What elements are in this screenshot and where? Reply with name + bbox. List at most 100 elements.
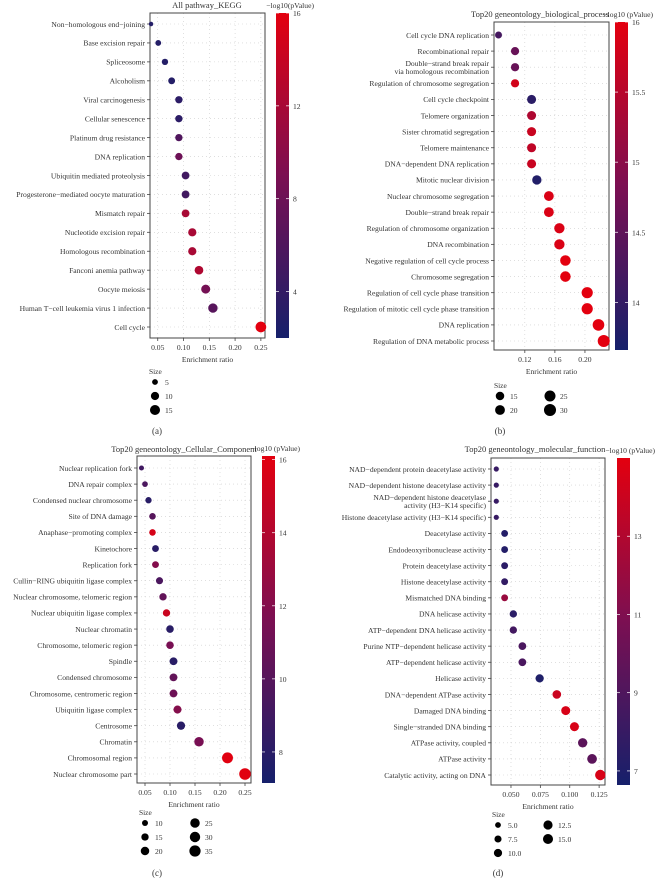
y-tick-label-line: NAD−dependent histone deacetylase activi… (349, 481, 487, 490)
y-tick-label-line: Spindle (109, 657, 133, 666)
data-point (162, 609, 171, 617)
y-tick-label-line: Nuclear chromosome, telomeric region (13, 593, 132, 602)
data-point (201, 284, 211, 294)
data-point (527, 127, 537, 137)
data-point (208, 303, 218, 313)
data-point (592, 319, 605, 331)
data-point (560, 271, 571, 282)
y-tick-label: NAD−dependent protein deacetylase activi… (349, 465, 486, 474)
y-tick-label-line: Mismatch repair (95, 209, 145, 218)
y-tick-label: Base excision repair (83, 39, 145, 48)
size-legend-dot (189, 845, 201, 857)
y-tick-label-line: Chromosome, centromeric region (30, 689, 132, 698)
data-point (138, 465, 145, 471)
data-point (518, 658, 527, 667)
size-legend-label: 35 (205, 847, 213, 856)
y-tick-label: Mitotic nuclear division (416, 176, 489, 185)
data-point (145, 497, 152, 504)
y-tick-label: Sister chromatid segregation (402, 127, 489, 136)
data-point (581, 303, 593, 315)
x-tick-label: 0.05 (151, 343, 164, 352)
size-legend-dot (542, 833, 554, 845)
y-tick-label-line: Nuclear chromatin (75, 625, 132, 634)
y-tick-label: Human T−cell leukemia virus 1 infection (20, 304, 146, 313)
plot-frame (490, 457, 606, 786)
y-tick-label-line: Catalytic activity, acting on DNA (384, 771, 486, 780)
y-tick-label-line: Progesterone−mediated oocyte maturation (16, 190, 145, 199)
y-tick-label: Regulation of DNA metabolic process (373, 337, 489, 346)
data-point (527, 143, 537, 153)
colorbar-title: −log10 (pValue) (605, 446, 655, 455)
y-tick-label-line: Double−strand break repair (405, 208, 489, 217)
colorbar-tick-label: 15.5 (632, 88, 645, 97)
data-point (181, 190, 190, 199)
y-tick-label: Recombinational repair (418, 47, 490, 56)
x-axis-label: Enrichment ratio (182, 355, 233, 364)
y-tick-label: Fanconi anemia pathway (69, 266, 145, 275)
data-point (188, 228, 197, 237)
y-tick-label-line: Nuclear chromosome part (53, 770, 133, 779)
y-tick-label-line: ATP−dependent helicase activity (386, 658, 486, 667)
y-tick-label-line: DNA repair complex (68, 480, 132, 489)
data-point (569, 722, 579, 732)
chart-title: Top20 geneontology_molecular_function (465, 444, 607, 454)
colorbar-tick-label: 8 (293, 195, 297, 204)
y-tick-label: Telomere maintenance (420, 144, 489, 153)
y-tick-label-line: Condensed chromosome (57, 673, 132, 682)
y-tick-label: Spindle (109, 657, 133, 666)
size-legend-dot (140, 846, 150, 856)
data-point (176, 721, 186, 730)
y-tick-label-line: activity (H3−K14 specific) (404, 501, 486, 510)
bp-dotplot: Top20 geneontology_biological_process Cel… (343, 9, 653, 436)
data-point (169, 689, 178, 698)
y-tick-label-line: Cell cycle DNA replication (406, 31, 489, 40)
y-tick-label-line: Sister chromatid segregation (402, 127, 489, 136)
y-tick-label: Single−stranded DNA binding (394, 722, 487, 731)
y-tick-label: Regulation of chromosome segregation (369, 79, 489, 88)
data-point (152, 561, 159, 569)
data-point (181, 209, 190, 218)
panel-label: (d) (493, 868, 504, 878)
y-tick-label: Ubiquitin ligase complex (55, 705, 132, 714)
y-tick-label: DNA repair complex (68, 480, 132, 489)
y-tick-label-line: NAD−dependent protein deacetylase activi… (349, 465, 486, 474)
data-point (518, 642, 527, 651)
y-tick-label-line: Regulation of chromosome segregation (369, 79, 489, 88)
data-point (161, 58, 169, 66)
data-point (509, 610, 518, 618)
x-tick-label: 0.100 (561, 790, 578, 799)
y-tick-label: Cellular senescence (85, 114, 146, 123)
data-point (509, 626, 518, 634)
y-tick-label: DNA helicase activity (419, 610, 486, 619)
data-point (155, 40, 162, 46)
size-legend-dot (495, 405, 505, 415)
panel-label: (a) (152, 426, 162, 436)
size-legend-label: 12.5 (558, 821, 571, 830)
y-tick-label-line: Non−homologous end−joining (51, 20, 145, 29)
data-point (239, 768, 251, 780)
y-tick-label: Telomere organization (421, 111, 489, 120)
colorbar-tick-label: 8 (279, 748, 283, 757)
y-tick-label: Mismatch repair (95, 209, 145, 218)
y-tick-label: Double−strand break repair via homologous… (395, 59, 490, 76)
size-legend-label: 30 (560, 406, 568, 415)
x-tick-label: 0.20 (228, 343, 241, 352)
data-point (155, 577, 164, 585)
colorbar (262, 456, 275, 783)
y-tick-label: Histone deacetylase activity (401, 578, 486, 587)
panel-label: (c) (152, 868, 162, 878)
data-point (159, 593, 167, 601)
panel-d-molecular-function: Top20 geneontology_molecular_function NAD… (335, 440, 670, 880)
plot-frame (136, 455, 252, 784)
data-point (561, 706, 571, 716)
size-legend-label: 20 (510, 406, 518, 415)
y-tick-label: Nuclear replication fork (59, 464, 132, 473)
x-tick-label: 0.125 (591, 790, 608, 799)
y-tick-label-line: Purine NTP−dependent helicase activity (363, 642, 486, 651)
y-tick-label-line: Cullin−RING ubiquitin ligase complex (13, 577, 132, 586)
size-legend-dot (494, 835, 502, 843)
data-point (501, 594, 509, 602)
y-tick-label: ATP−dependent DNA helicase activity (368, 626, 486, 635)
data-point (587, 754, 597, 764)
size-legend-dot (543, 403, 557, 417)
